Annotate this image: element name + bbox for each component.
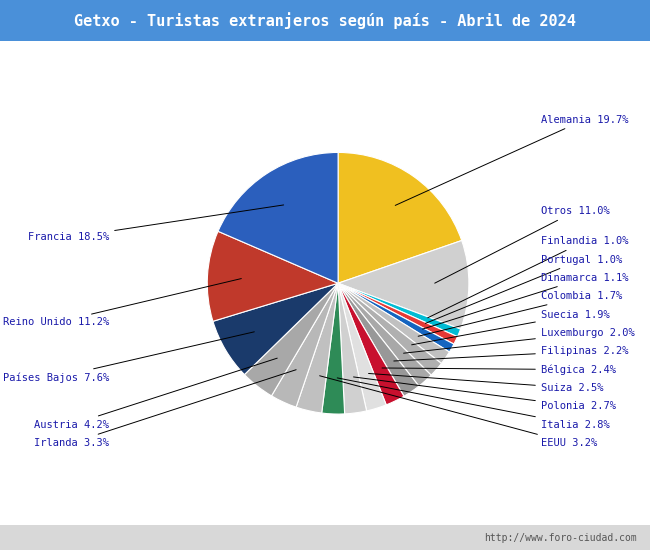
Wedge shape [272, 283, 338, 407]
Text: Italia 2.8%: Italia 2.8% [337, 378, 610, 430]
Wedge shape [338, 283, 461, 337]
Wedge shape [338, 283, 419, 396]
Text: Dinamarca 1.1%: Dinamarca 1.1% [422, 273, 629, 329]
Text: http://www.foro-ciudad.com: http://www.foro-ciudad.com [484, 532, 637, 543]
Wedge shape [338, 283, 386, 411]
Text: Reino Unido 11.2%: Reino Unido 11.2% [3, 278, 241, 327]
Wedge shape [296, 283, 338, 413]
Text: Austria 4.2%: Austria 4.2% [34, 358, 278, 430]
Text: Polonia 2.7%: Polonia 2.7% [354, 377, 616, 411]
Wedge shape [338, 283, 404, 405]
Text: EEUU 3.2%: EEUU 3.2% [320, 376, 597, 448]
Wedge shape [338, 283, 449, 364]
Text: Alemania 19.7%: Alemania 19.7% [395, 115, 629, 205]
Text: Finlandia 1.0%: Finlandia 1.0% [428, 236, 629, 318]
Text: Irlanda 3.3%: Irlanda 3.3% [34, 370, 296, 448]
Text: Países Bajos 7.6%: Países Bajos 7.6% [3, 332, 254, 383]
Wedge shape [207, 232, 338, 321]
Text: Suecia 1.9%: Suecia 1.9% [411, 310, 610, 345]
Wedge shape [218, 152, 338, 283]
Wedge shape [338, 283, 441, 375]
Text: Luxemburgo 2.0%: Luxemburgo 2.0% [404, 328, 634, 353]
Text: Bélgica 2.4%: Bélgica 2.4% [382, 364, 616, 375]
Text: Otros 11.0%: Otros 11.0% [435, 206, 610, 283]
Wedge shape [338, 283, 367, 414]
Text: Suiza 2.5%: Suiza 2.5% [369, 373, 603, 393]
Wedge shape [244, 283, 338, 396]
Wedge shape [322, 283, 344, 414]
Text: Filipinas 2.2%: Filipinas 2.2% [394, 346, 629, 361]
Wedge shape [338, 283, 431, 386]
Text: Getxo - Turistas extranjeros según país - Abril de 2024: Getxo - Turistas extranjeros según país … [74, 12, 576, 29]
Wedge shape [338, 283, 458, 344]
Text: Colombia 1.7%: Colombia 1.7% [418, 292, 622, 336]
Wedge shape [338, 240, 469, 329]
Wedge shape [213, 283, 338, 375]
Wedge shape [338, 152, 462, 283]
Wedge shape [338, 283, 454, 352]
Text: Portugal 1.0%: Portugal 1.0% [425, 255, 622, 323]
Text: Francia 18.5%: Francia 18.5% [28, 205, 283, 243]
